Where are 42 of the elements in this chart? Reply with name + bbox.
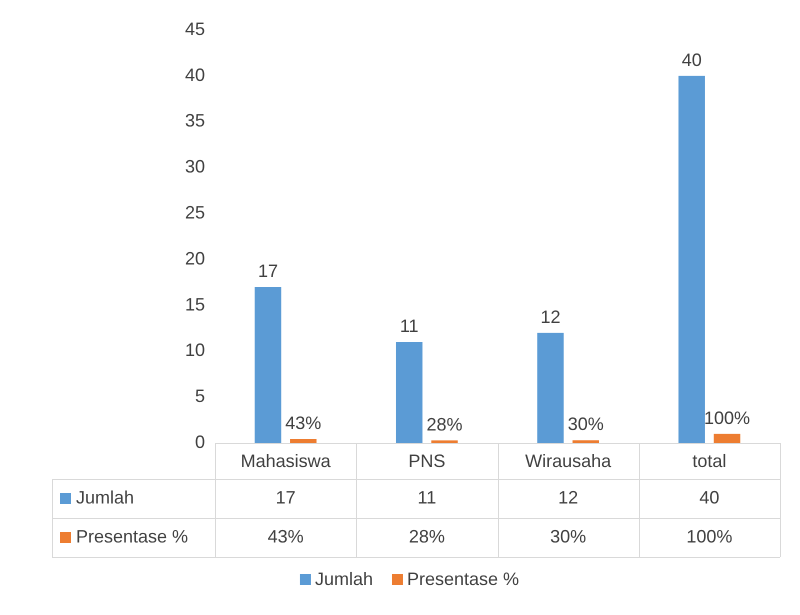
data-label: 100% bbox=[686, 526, 732, 546]
data-label: 30% bbox=[550, 526, 586, 546]
y-tick-label: 0 bbox=[194, 432, 205, 452]
text: 40 bbox=[682, 50, 702, 70]
data-label: 12 bbox=[558, 487, 578, 508]
legend-label: Presentase % bbox=[406, 568, 520, 589]
bar bbox=[254, 286, 282, 443]
y-tick-label: 45 bbox=[184, 18, 205, 39]
bar bbox=[537, 332, 564, 443]
legend-label: Jumlah bbox=[314, 568, 373, 589]
y-tick-label: 40 bbox=[184, 64, 205, 85]
data-label: 43% bbox=[268, 526, 304, 546]
x-tick-label: PNS bbox=[408, 450, 446, 471]
text: 12 bbox=[540, 306, 560, 327]
bar bbox=[431, 440, 458, 443]
text: 17 bbox=[258, 260, 278, 281]
y-tick-label: 15 bbox=[184, 294, 205, 314]
text: 28% bbox=[426, 414, 463, 434]
y-tick-label: 20 bbox=[184, 248, 205, 268]
bar bbox=[396, 342, 422, 443]
y-tick-label: 10 bbox=[184, 340, 205, 360]
bar bbox=[714, 434, 740, 443]
data-label: 40 bbox=[699, 487, 720, 508]
x-tick-label: Mahasiswa bbox=[240, 450, 332, 471]
data-label: 28% bbox=[408, 526, 445, 546]
bar bbox=[572, 440, 600, 443]
bar bbox=[290, 439, 317, 443]
text: Presentase % bbox=[76, 526, 188, 546]
text: 11 bbox=[400, 316, 419, 336]
y-tick-label: 5 bbox=[194, 386, 205, 406]
data-label: 11 bbox=[418, 487, 436, 508]
text: Jumlah bbox=[76, 487, 134, 508]
text: 100% bbox=[704, 408, 750, 428]
data-label: 17 bbox=[276, 487, 296, 508]
text: 30% bbox=[568, 414, 604, 434]
x-tick-label: total bbox=[692, 450, 726, 471]
y-tick-label: 30 bbox=[184, 156, 205, 177]
bar bbox=[678, 76, 705, 443]
y-tick-label: 25 bbox=[184, 202, 205, 223]
text: 43% bbox=[285, 413, 322, 434]
x-tick-label: Wirausaha bbox=[525, 450, 612, 471]
y-tick-label: 35 bbox=[184, 110, 205, 131]
